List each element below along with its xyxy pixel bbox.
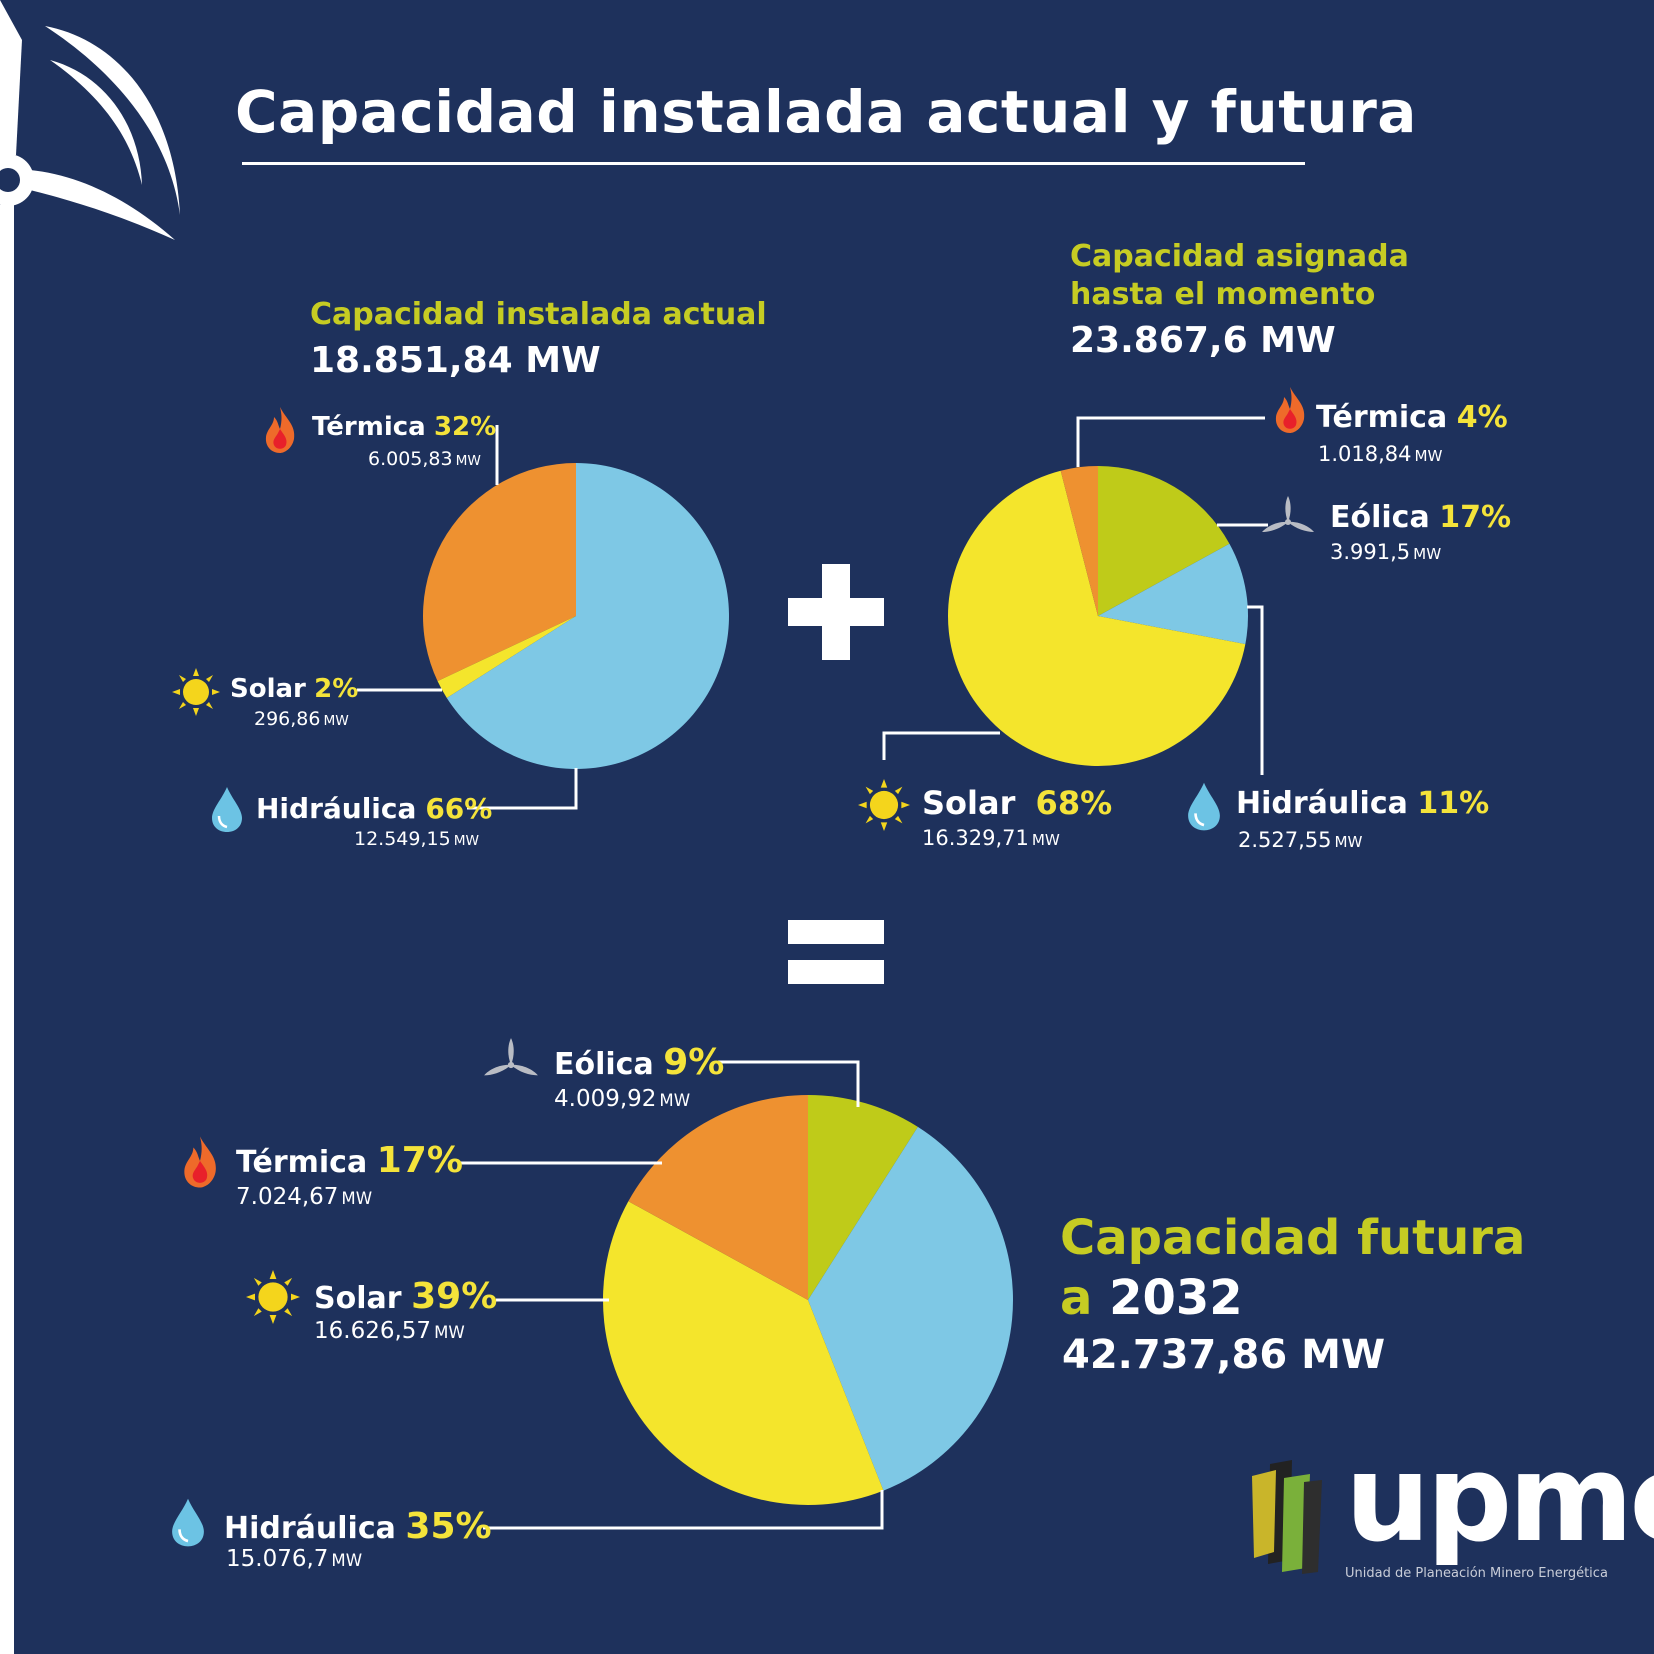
label-assigned-hidraulica: Hidráulica 11% — [1236, 786, 1490, 821]
upme-logo-subtitle: Unidad de Planeación Minero Energética — [1345, 1566, 1608, 1581]
flame-icon — [184, 1136, 216, 1188]
title-divider — [242, 162, 1305, 165]
equals-sign-bottom — [788, 960, 884, 984]
mw-current-termica: 6.005,83 MW — [368, 448, 481, 470]
future-heading-prefix: a — [1060, 1270, 1093, 1326]
mw-future-eolica: 4.009,92 MW — [554, 1086, 691, 1112]
water-drop-icon — [212, 787, 242, 832]
upme-logo-text: upme — [1345, 1430, 1654, 1569]
pie-slice-current-0 — [423, 463, 576, 682]
water-drop-icon — [172, 1498, 204, 1547]
current-heading: Capacidad instalada actual — [310, 297, 767, 332]
pie-slice-current-1 — [437, 616, 576, 698]
pie-slice-future-2 — [602, 1201, 884, 1505]
leader-assigned-hidraulica — [1247, 605, 1264, 775]
leader-future-hidraulica — [483, 1490, 884, 1530]
sun-icon — [858, 779, 910, 831]
mw-current-hidraulica: 12.549,15 MW — [354, 828, 480, 850]
label-current-termica: Térmica 32% — [312, 412, 497, 442]
assigned-heading-line2: hasta el momento — [1070, 277, 1376, 312]
mw-assigned-hidraulica: 2.527,55 MW — [1238, 828, 1363, 852]
pie-slice-assigned-0 — [1098, 466, 1230, 616]
mw-current-solar: 296,86 MW — [254, 708, 349, 730]
label-assigned-termica: Térmica 4% — [1316, 400, 1508, 435]
upme-logo-icon — [1252, 1460, 1322, 1574]
future-total: 42.737,86 MW — [1062, 1332, 1386, 1378]
equals-sign-top — [788, 920, 884, 944]
sun-icon — [246, 1270, 300, 1324]
label-assigned-eolica: Eólica 17% — [1330, 500, 1512, 535]
mw-assigned-eolica: 3.991,5 MW — [1330, 540, 1442, 564]
leader-assigned-solar — [882, 731, 1000, 760]
label-future-eolica: Eólica 9% — [554, 1042, 725, 1083]
leader-assigned-termica — [1076, 416, 1265, 467]
future-heading-year: 2032 — [1109, 1270, 1243, 1326]
label-future-hidraulica: Hidráulica 35% — [224, 1506, 492, 1547]
flame-icon — [265, 407, 295, 453]
label-current-solar: Solar 2% — [230, 674, 359, 704]
page-title: Capacidad instalada actual y futura — [235, 78, 1417, 146]
current-total: 18.851,84 MW — [310, 340, 601, 381]
mw-future-solar: 16.626,57 MW — [314, 1318, 465, 1344]
label-current-hidraulica: Hidráulica 66% — [256, 792, 493, 825]
pie-slice-assigned-3 — [1060, 466, 1098, 616]
label-future-termica: Térmica 17% — [236, 1140, 463, 1181]
pie-slice-assigned-2 — [948, 470, 1246, 766]
pie-slice-assigned-1 — [1098, 543, 1249, 645]
label-future-solar: Solar 39% — [314, 1276, 498, 1317]
pie-slice-current-2 — [446, 463, 730, 770]
future-heading-line1: Capacidad futura — [1060, 1210, 1526, 1266]
assigned-total: 23.867,6 MW — [1070, 320, 1336, 361]
mw-future-termica: 7.024,67 MW — [236, 1184, 373, 1210]
label-assigned-solar: Solar 68% — [922, 784, 1113, 822]
plus-sign-v — [822, 564, 850, 660]
mw-assigned-termica: 1.018,84 MW — [1318, 442, 1443, 466]
left-edge-pole — [0, 255, 14, 1654]
mw-assigned-solar: 16.329,71 MW — [922, 826, 1060, 850]
water-drop-icon — [1188, 782, 1220, 831]
flame-icon — [1275, 387, 1305, 433]
wind-turbine-icon — [0, 0, 180, 260]
wind-turbine-icon — [484, 1038, 538, 1076]
wind-turbine-icon — [1262, 496, 1314, 532]
pie-slice-future-0 — [808, 1095, 918, 1300]
sun-icon — [172, 668, 220, 716]
pie-slice-future-3 — [628, 1095, 808, 1300]
leader-current-hidraulica — [467, 768, 578, 810]
mw-future-hidraulica: 15.076,7 MW — [226, 1546, 363, 1572]
future-heading-line2: a 2032 — [1060, 1268, 1243, 1328]
leader-future-eolica — [718, 1060, 860, 1107]
assigned-heading-line1: Capacidad asignada — [1070, 239, 1409, 274]
pie-slice-future-1 — [808, 1126, 1013, 1491]
